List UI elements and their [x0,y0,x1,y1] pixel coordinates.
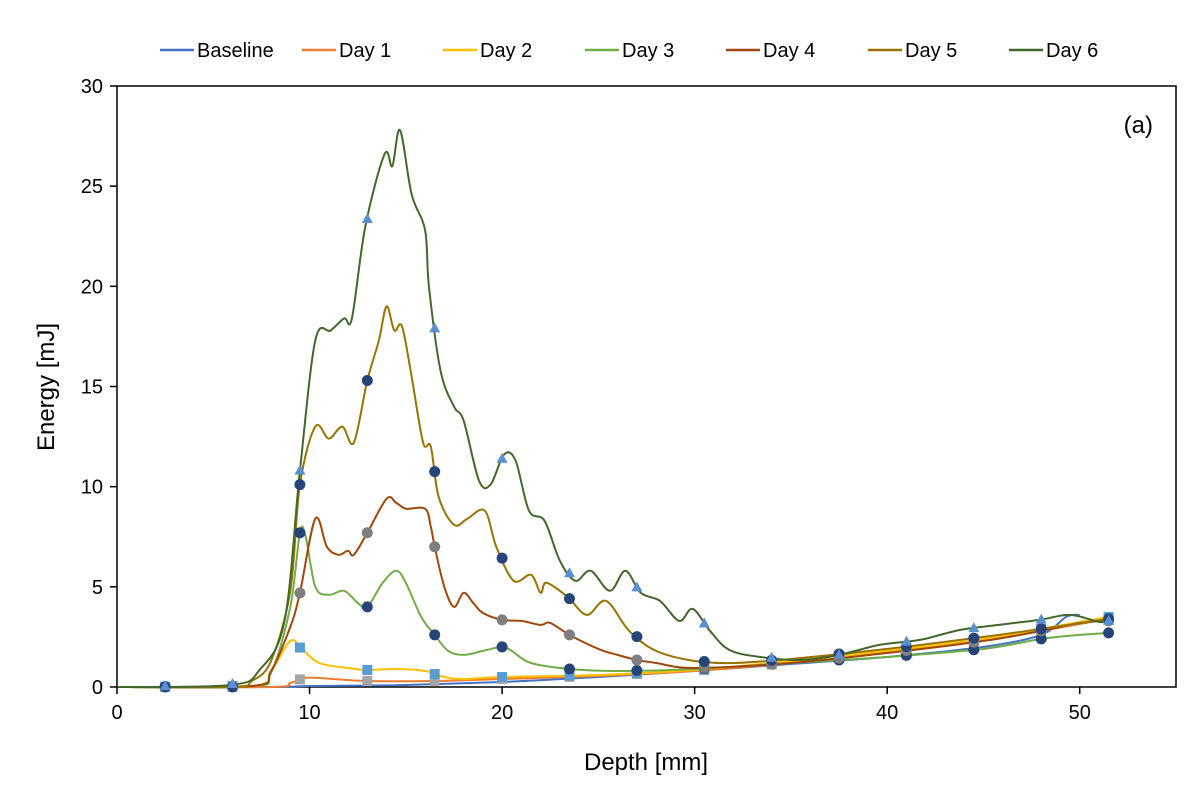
legend-label: Day 5 [905,40,957,62]
marker-day-4 [496,614,508,626]
axes-layer: 0 10 20 30 40 50 0 5 10 15 20 25 30 [81,76,1091,724]
x-tick-label: 30 [684,702,706,724]
legend-item-day-3: Day 3 [585,40,674,62]
y-tick-label: 0 [92,677,103,699]
marker-day-6 [698,617,710,628]
marker-day-3 [563,663,575,675]
marker-day-6 [833,648,845,659]
marker-day-5 [361,374,373,386]
x-axis-title: Depth [mm] [584,749,708,776]
marker-day-4 [563,629,575,641]
marker-day-5 [698,655,710,667]
series-line-day-6 [116,129,1109,688]
legend-label: Day 2 [480,40,532,62]
marker-day-6 [227,677,239,688]
marker-day-4 [429,541,441,553]
series-day-2 [116,615,1109,689]
marker-day-3 [429,629,441,641]
y-tick-label: 15 [81,377,103,399]
marker-day-6 [159,680,171,691]
marker-day-1 [362,675,373,686]
legend-label: Baseline [197,40,274,62]
x-tick-label: 50 [1069,702,1091,724]
y-axis-title: Energy [mJ] [33,323,60,451]
y-tick-label: 25 [81,176,103,198]
legend-item-day-4: Day 4 [726,40,815,62]
marker-day-6 [766,651,778,662]
x-tick-label: 20 [491,702,513,724]
marker-day-6 [563,567,575,578]
marker-day-2 [564,670,575,681]
series-line-day-5 [116,305,1109,689]
legend-label: Day 1 [339,40,391,62]
marker-day-1 [294,674,305,685]
marker-day-5 [429,466,441,478]
legend-item-baseline: Baseline [160,40,274,62]
marker-day-4 [361,527,373,539]
series-day-5 [116,305,1109,689]
x-tick-label: 0 [111,702,122,724]
y-tick-label: 30 [81,76,103,98]
series-layer [116,129,1115,693]
marker-day-4 [294,587,306,599]
y-tick-label: 5 [92,577,103,599]
legend-item-day-2: Day 2 [443,40,532,62]
series-line-day-4 [116,496,1109,689]
legend-item-day-5: Day 5 [868,40,957,62]
marker-day-6 [496,452,508,463]
marker-day-2 [294,642,305,653]
marker-day-3 [496,641,508,653]
legend-label: Day 3 [622,40,674,62]
x-tick-label: 40 [876,702,898,724]
legend: Baseline Day 1 Day 2 Day 3 Day 4 Day 5 Day 6 [160,40,1098,62]
marker-day-4 [631,654,643,666]
marker-day-6 [631,581,643,592]
annotation-label: (a) [1124,112,1153,139]
marker-day-3 [294,527,306,539]
marker-day-6 [900,635,912,646]
marker-day-5 [294,479,306,491]
series-line-day-2 [116,615,1109,689]
marker-day-6 [968,622,980,633]
legend-label: Day 4 [763,40,815,62]
marker-day-3 [1103,627,1115,639]
y-tick-label: 20 [81,276,103,298]
marker-day-5 [1035,623,1047,635]
marker-day-6 [361,213,373,224]
marker-day-6 [429,322,441,333]
marker-layer [159,213,1115,693]
series-day-4 [116,496,1109,689]
x-tick-label: 10 [298,702,320,724]
marker-day-3 [968,644,980,656]
legend-label: Day 6 [1046,40,1098,62]
marker-day-5 [631,631,643,643]
marker-day-5 [563,593,575,605]
marker-day-3 [1035,633,1047,645]
y-tick-label: 10 [81,477,103,499]
marker-day-2 [497,671,508,682]
marker-day-3 [631,664,643,676]
marker-day-6 [1035,613,1047,624]
marker-day-1 [429,675,440,686]
marker-day-6 [294,464,306,475]
marker-day-5 [496,552,508,564]
marker-day-5 [968,632,980,644]
series-day-6 [116,129,1109,688]
legend-item-day-6: Day 6 [1009,40,1098,62]
marker-day-2 [362,664,373,675]
marker-day-2 [429,668,440,679]
marker-day-6 [1103,614,1115,625]
legend-item-day-1: Day 1 [302,40,391,62]
marker-day-3 [361,601,373,613]
